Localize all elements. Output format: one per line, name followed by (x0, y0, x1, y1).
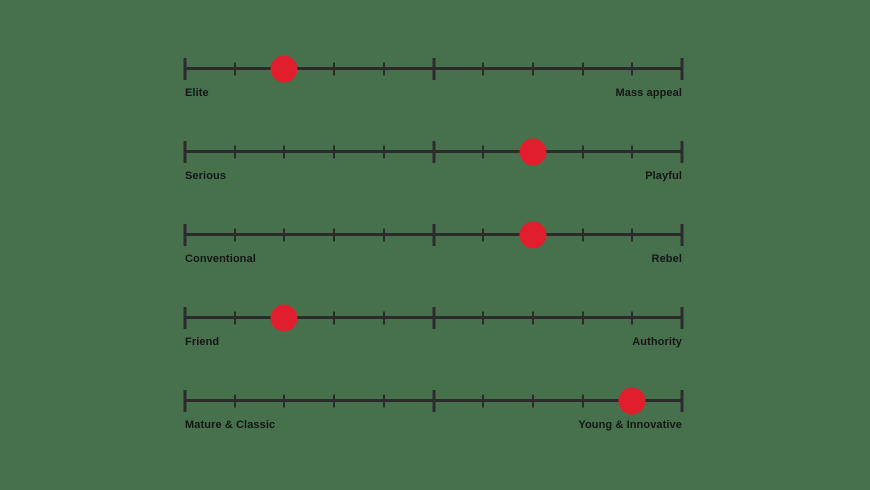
tick-mark (283, 394, 286, 407)
tick-mark (631, 145, 634, 158)
tick-mark (233, 228, 236, 241)
scale-right-label: Playful (645, 170, 682, 182)
value-dot[interactable] (270, 304, 298, 331)
tick-mark (333, 311, 336, 324)
scale-labels: Serious Playful (185, 169, 682, 183)
tick-mark (581, 228, 584, 241)
tick-mark (531, 311, 534, 324)
scale-right-label: Mass appeal (615, 87, 682, 99)
scale-row-mature-young: Mature & Classic Young & Innovative (183, 378, 684, 461)
scale-row-serious-playful: Serious Playful (183, 129, 684, 212)
tick-mark (482, 145, 485, 158)
tick-mark (333, 62, 336, 75)
tick-mark (233, 62, 236, 75)
tick-mark (432, 140, 435, 163)
scale-labels: Conventional Rebel (185, 252, 682, 266)
tick-mark (531, 62, 534, 75)
scale-labels: Mature & Classic Young & Innovative (185, 418, 682, 432)
scale-left-label: Conventional (185, 253, 256, 265)
scale-labels: Elite Mass appeal (185, 86, 682, 100)
scale-track (183, 138, 684, 165)
scale-row-friend-authority: Friend Authority (183, 295, 684, 378)
scale-track (183, 55, 684, 82)
scale-row-conventional-rebel: Conventional Rebel (183, 212, 684, 295)
tick-mark (680, 306, 684, 329)
tick-mark (531, 394, 534, 407)
tick-mark (183, 389, 187, 412)
tick-mark (382, 62, 385, 75)
scale-track (183, 387, 684, 414)
value-dot[interactable] (270, 55, 298, 82)
scale-right-label: Young & Innovative (578, 419, 682, 431)
tick-mark (183, 306, 187, 329)
tick-mark (482, 228, 485, 241)
tick-mark (382, 145, 385, 158)
tick-mark (283, 145, 286, 158)
tick-mark (680, 57, 684, 80)
tick-mark (233, 394, 236, 407)
scale-list: Elite Mass appeal Serious Playful Conven… (183, 46, 684, 461)
tick-mark (432, 306, 435, 329)
tick-mark (432, 57, 435, 80)
scale-right-label: Authority (632, 336, 682, 348)
tick-mark (233, 311, 236, 324)
tick-mark (382, 394, 385, 407)
tick-mark (581, 394, 584, 407)
value-dot[interactable] (618, 387, 646, 414)
tick-mark (382, 311, 385, 324)
tick-mark (581, 62, 584, 75)
scale-left-label: Serious (185, 170, 227, 182)
tick-mark (233, 145, 236, 158)
scale-track (183, 221, 684, 248)
tick-mark (631, 228, 634, 241)
tick-mark (382, 228, 385, 241)
tick-mark (482, 62, 485, 75)
tick-mark (680, 223, 684, 246)
tick-mark (581, 145, 584, 158)
scale-row-elite-mass-appeal: Elite Mass appeal (183, 46, 684, 129)
tick-mark (333, 228, 336, 241)
tick-mark (581, 311, 584, 324)
tick-mark (680, 389, 684, 412)
tick-mark (482, 394, 485, 407)
tick-mark (333, 145, 336, 158)
scale-labels: Friend Authority (185, 335, 682, 349)
scale-right-label: Rebel (651, 253, 682, 265)
tick-mark (631, 311, 634, 324)
scale-left-label: Friend (185, 336, 220, 348)
tick-mark (183, 57, 187, 80)
tick-mark (482, 311, 485, 324)
tick-mark (631, 62, 634, 75)
value-dot[interactable] (519, 138, 547, 165)
scale-left-label: Mature & Classic (185, 419, 276, 431)
tick-mark (283, 228, 286, 241)
tick-mark (680, 140, 684, 163)
scale-left-label: Elite (185, 87, 209, 99)
tick-mark (432, 389, 435, 412)
value-dot[interactable] (519, 221, 547, 248)
tick-mark (183, 140, 187, 163)
tick-mark (333, 394, 336, 407)
tick-mark (432, 223, 435, 246)
scale-track (183, 304, 684, 331)
tick-mark (183, 223, 187, 246)
